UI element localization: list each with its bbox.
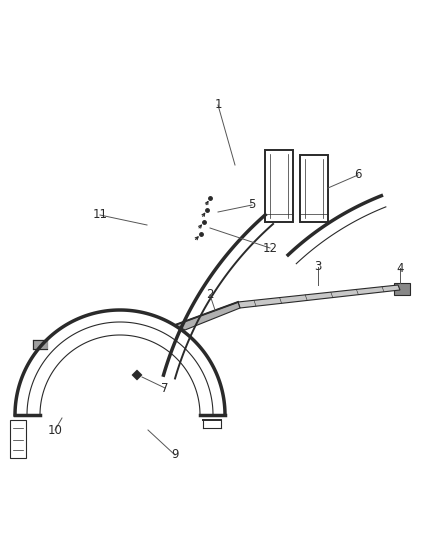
Text: 7: 7 <box>161 382 169 394</box>
Polygon shape <box>132 370 142 380</box>
Bar <box>300 155 328 222</box>
Text: 12: 12 <box>262 241 278 254</box>
Bar <box>394 283 410 295</box>
Text: 9: 9 <box>171 448 179 462</box>
Bar <box>265 150 293 222</box>
Text: 11: 11 <box>92 208 107 222</box>
Text: 5: 5 <box>248 198 256 212</box>
Text: 1: 1 <box>214 99 222 111</box>
Polygon shape <box>238 285 400 308</box>
Polygon shape <box>175 302 240 330</box>
Polygon shape <box>33 340 47 349</box>
Text: 10: 10 <box>48 424 63 437</box>
Bar <box>10 420 26 458</box>
Text: 6: 6 <box>354 168 362 182</box>
Text: 4: 4 <box>396 262 404 274</box>
Text: 2: 2 <box>206 288 214 302</box>
Text: 3: 3 <box>314 261 321 273</box>
